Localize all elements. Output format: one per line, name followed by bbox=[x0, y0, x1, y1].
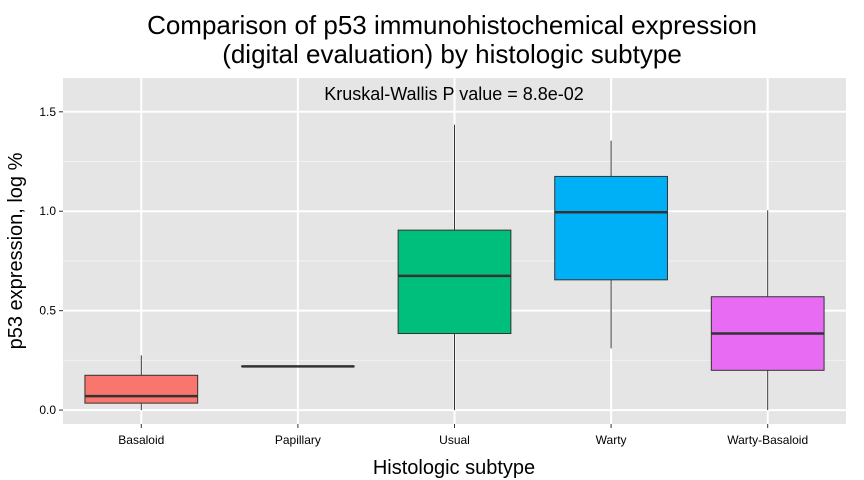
box-usual bbox=[397, 124, 512, 411]
box-basaloid bbox=[84, 355, 199, 411]
x-tick-label: Basaloid bbox=[118, 433, 164, 447]
box-warty bbox=[554, 140, 668, 349]
box-body bbox=[554, 175, 668, 281]
chart-title-line-2: (digital evaluation) by histologic subty… bbox=[222, 39, 682, 69]
x-axis-title: Histologic subtype bbox=[373, 457, 535, 479]
y-axis: 0.0 0.5 1.0 1.5 bbox=[39, 105, 63, 417]
x-tick-label: Warty-Basaloid bbox=[727, 433, 808, 447]
y-tick-label: 1.5 bbox=[39, 105, 56, 119]
y-axis-title: p53 expression, log % bbox=[5, 152, 27, 349]
y-tick-label: 0.5 bbox=[39, 304, 56, 318]
y-tick-label: 1.0 bbox=[39, 204, 56, 218]
x-tick-label: Warty bbox=[596, 433, 627, 447]
y-tick-label: 0.0 bbox=[39, 403, 56, 417]
kruskal-wallis-annotation: Kruskal-Wallis P value = 8.8e-02 bbox=[324, 84, 584, 104]
x-axis: Basaloid Papillary Usual Warty Warty-Basaloi… bbox=[118, 424, 808, 447]
box-warty-basaloid bbox=[710, 210, 825, 411]
chart-title-line-1: Comparison of p53 immunohistochemical ex… bbox=[147, 10, 757, 40]
x-tick-label: Papillary bbox=[275, 433, 321, 447]
box-body bbox=[84, 374, 199, 404]
x-tick-label: Usual bbox=[439, 433, 470, 447]
boxes-layer bbox=[84, 124, 825, 411]
box-body bbox=[397, 229, 512, 335]
